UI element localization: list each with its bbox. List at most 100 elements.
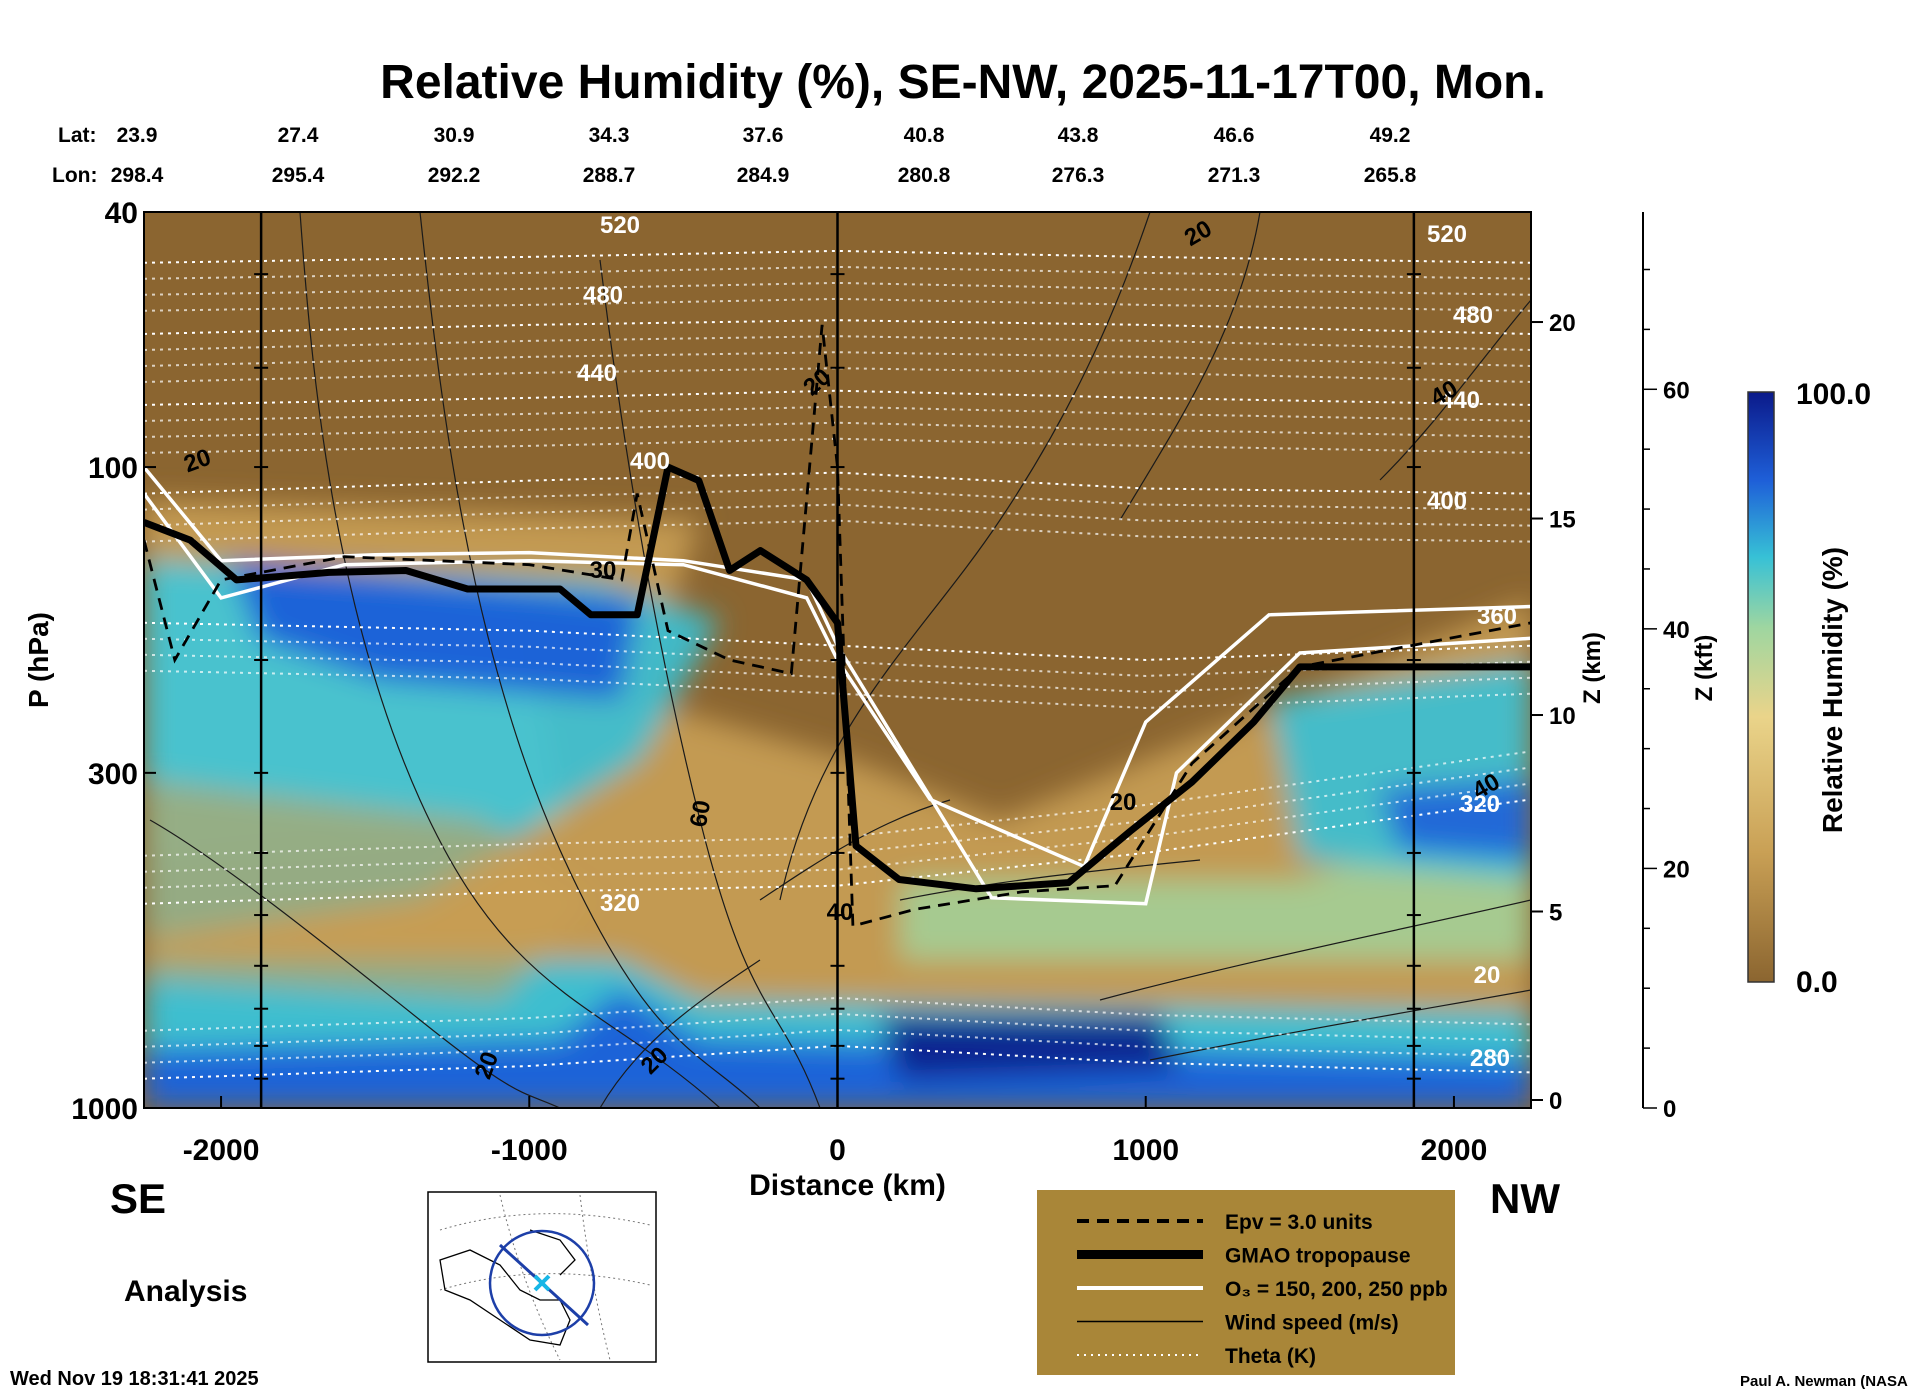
lat-value: 49.2 xyxy=(1369,124,1411,147)
x-tick-label: -1000 xyxy=(491,1134,568,1167)
theta-contour-line xyxy=(144,351,1531,367)
legend: Epv = 3.0 units GMAO tropopause O₃ = 150, … xyxy=(1037,1190,1455,1375)
lon-value: 276.3 xyxy=(1051,164,1105,187)
x-tick-label: -2000 xyxy=(183,1134,260,1167)
z-km-tick-label: 10 xyxy=(1549,703,1576,730)
wind-speed-label: 30 xyxy=(590,557,617,584)
colorbar xyxy=(1747,391,1775,983)
theta-label: 480 xyxy=(583,282,623,309)
lat-value: 40.8 xyxy=(903,124,945,147)
humidity-green-mid xyxy=(900,800,1531,960)
lon-value: 280.8 xyxy=(897,164,951,187)
wind-contour-line xyxy=(1379,299,1531,481)
theta-label: 320 xyxy=(1460,791,1500,818)
theta-contour-line xyxy=(144,1044,1531,1080)
lon-value: 288.7 xyxy=(582,164,636,187)
theta-label: 440 xyxy=(577,360,617,387)
inset-map-gridline xyxy=(439,1273,651,1291)
theta-contour-line xyxy=(144,471,1531,495)
theta-contour-line xyxy=(144,1012,1531,1048)
theta-label: 400 xyxy=(1427,488,1467,515)
credit: Paul A. Newman (NASA xyxy=(1740,1373,1908,1390)
lon-value: 298.4 xyxy=(110,164,164,187)
x-tick-label: 1000 xyxy=(1112,1134,1179,1167)
z-km-tick-label: 20 xyxy=(1549,310,1576,337)
y-tick-label: 100 xyxy=(88,452,138,485)
tropopause-line xyxy=(144,463,1531,893)
theta-label: 320 xyxy=(600,890,640,917)
theta-label: 480 xyxy=(1453,302,1493,329)
z-kft-tick-label: 60 xyxy=(1663,377,1690,404)
lat-value: 46.6 xyxy=(1213,124,1255,147)
theta-label: 400 xyxy=(630,448,670,475)
inset-map-gridline xyxy=(439,1213,651,1231)
epv-line xyxy=(144,324,1531,928)
inset-map-coast xyxy=(529,1229,576,1276)
theta-contour-line xyxy=(144,653,1531,694)
theta-contour-line xyxy=(144,319,1531,335)
lon-value: 265.8 xyxy=(1363,164,1417,187)
theta-contour-line xyxy=(144,249,1531,264)
z-km-axis-label: Z (km) xyxy=(1579,632,1606,704)
humidity-blue-right xyxy=(1380,780,1531,860)
inset-map-circle xyxy=(488,1229,596,1337)
lon-value: 292.2 xyxy=(427,164,481,187)
z-km-tick-label: 0 xyxy=(1549,1088,1562,1115)
theta-label: 440 xyxy=(1440,387,1480,414)
wind-contour-line xyxy=(1099,899,1531,1001)
theta-contour-line xyxy=(144,750,1531,857)
lat-value: 30.9 xyxy=(433,124,475,147)
inset-map-center-marker xyxy=(533,1274,551,1292)
theta-contour-line xyxy=(144,421,1531,438)
theta-contour-line xyxy=(144,503,1531,527)
theta-contour-line xyxy=(144,367,1531,383)
theta-contour-line xyxy=(144,637,1531,678)
theta-label: 520 xyxy=(1427,221,1467,248)
wind-contour-line xyxy=(149,819,561,1108)
lat-value: 37.6 xyxy=(742,124,784,147)
theta-contour-line xyxy=(144,405,1531,422)
y-axis-label: P (hPa) xyxy=(23,612,54,708)
theta-contour-line xyxy=(144,782,1531,889)
theta-contour-line xyxy=(144,265,1531,280)
z-km-tick-label: 5 xyxy=(1549,900,1562,927)
y-tick-label: 300 xyxy=(88,758,138,791)
lon-value: 284.9 xyxy=(736,164,790,187)
theta-label: 280 xyxy=(1470,1045,1510,1072)
theta-contour-line xyxy=(144,766,1531,873)
chart-title: Relative Humidity (%), SE-NW, 2025-11-17… xyxy=(380,56,1546,109)
theta-contours xyxy=(144,249,1531,1080)
colorbar-min-label: 0.0 xyxy=(1796,966,1838,999)
humidity-tan-lower xyxy=(144,780,600,1000)
wind-contour-line xyxy=(899,859,1201,901)
wind-speed-label: 40 xyxy=(827,899,854,926)
z-kft-tick-label: 40 xyxy=(1663,617,1690,644)
legend-item-label: O₃ = 150, 200, 250 ppb xyxy=(1225,1278,1448,1301)
y-tick-label: 1000 xyxy=(71,1093,138,1126)
theta-label: 20 xyxy=(1474,962,1501,989)
theta-contour-line xyxy=(144,297,1531,312)
theta-contour-line xyxy=(144,389,1531,406)
nw-direction: NW xyxy=(1490,1175,1560,1222)
theta-contour-line xyxy=(144,487,1531,511)
humidity-navy-lower xyxy=(880,1015,1180,1080)
lat-value: 23.9 xyxy=(116,124,158,147)
inset-map-coast xyxy=(439,1249,571,1346)
lat-value: 34.3 xyxy=(588,124,630,147)
x-tick-label: 2000 xyxy=(1421,1134,1488,1167)
z-kft-tick-label: 0 xyxy=(1663,1096,1676,1123)
lat-value: 27.4 xyxy=(277,124,319,147)
inset-map-gridline xyxy=(499,1194,561,1361)
wind-contour-line xyxy=(599,959,761,1108)
analysis-label: Analysis xyxy=(124,1275,248,1308)
theta-contour-line xyxy=(144,437,1531,454)
colorbar-max-label: 100.0 xyxy=(1796,378,1871,411)
theta-contour-line xyxy=(144,519,1531,543)
timestamp: Wed Nov 19 18:31:41 2025 xyxy=(10,1368,259,1390)
inset-map xyxy=(427,1191,657,1363)
wind-contour-line xyxy=(419,212,761,1108)
legend-item-label: GMAO tropopause xyxy=(1225,1245,1411,1268)
theta-label: 520 xyxy=(600,212,640,239)
